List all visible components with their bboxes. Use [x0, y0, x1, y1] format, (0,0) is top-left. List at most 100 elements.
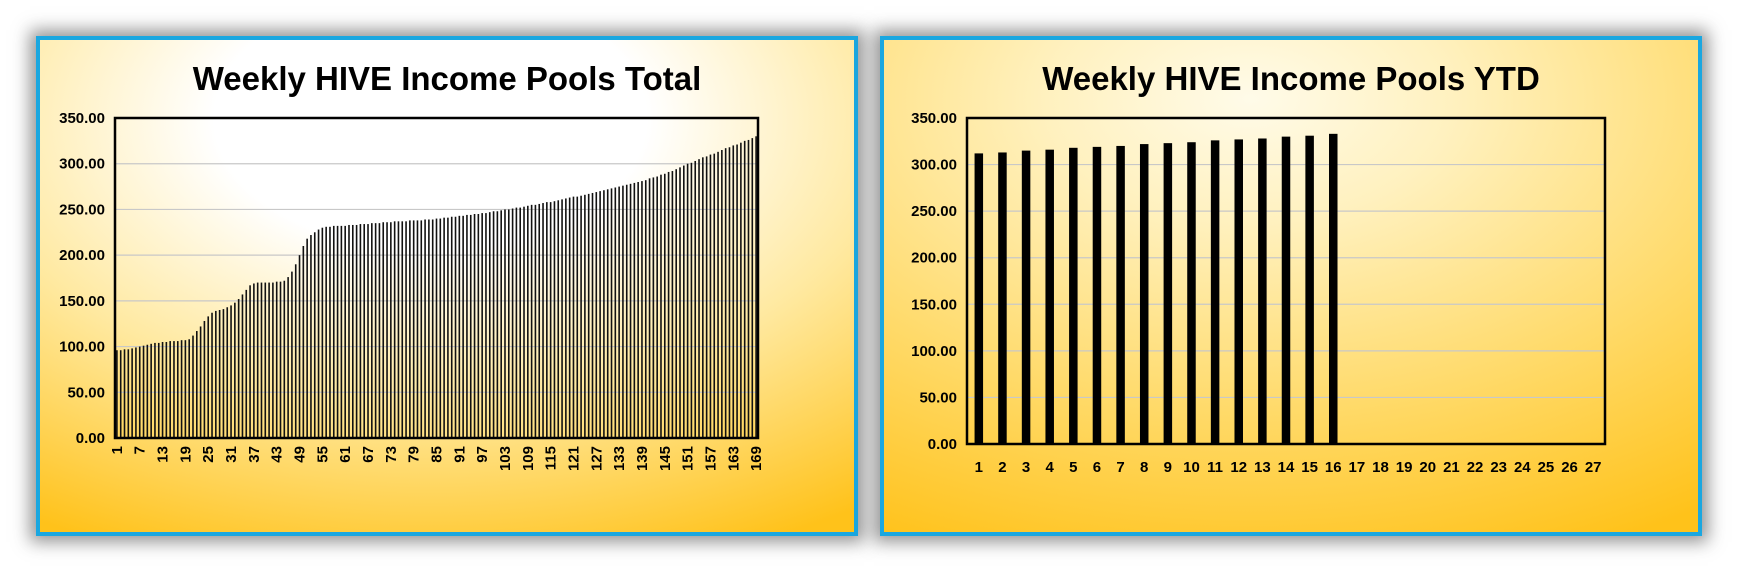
- bar: [1187, 142, 1196, 444]
- bar: [264, 282, 267, 438]
- x-tick-label: 97: [474, 446, 491, 463]
- x-tick-label: 49: [292, 446, 309, 463]
- x-tick-label: 5: [1069, 459, 1077, 476]
- bar: [1116, 145, 1125, 444]
- y-tick-label: 250.00: [911, 203, 957, 220]
- bar: [275, 281, 278, 438]
- bar: [157, 342, 160, 438]
- bar: [1329, 133, 1338, 444]
- bar: [1092, 146, 1102, 445]
- y-tick-label: 150.00: [59, 293, 105, 310]
- bar: [253, 283, 255, 438]
- y-tick-label: 0.00: [928, 436, 957, 453]
- bar: [488, 212, 491, 438]
- bar: [409, 220, 411, 438]
- bar: [401, 221, 404, 438]
- bar: [348, 224, 350, 438]
- x-tick-label: 109: [520, 446, 537, 471]
- bar: [546, 202, 548, 438]
- bar: [218, 310, 221, 438]
- bar: [511, 208, 514, 438]
- bar: [690, 162, 693, 439]
- y-tick-label: 350.00: [911, 110, 957, 127]
- x-tick-label: 10: [1183, 459, 1200, 476]
- bar: [325, 226, 327, 438]
- bar: [553, 201, 556, 438]
- bar: [321, 227, 324, 438]
- bar: [196, 331, 198, 438]
- x-tick-label: 31: [223, 446, 240, 463]
- bar: [1210, 140, 1220, 444]
- bar: [542, 203, 544, 438]
- bar: [485, 213, 487, 438]
- bar: [576, 196, 579, 438]
- y-tick-label: 50.00: [67, 384, 105, 401]
- bar: [732, 145, 735, 438]
- bar: [226, 307, 229, 438]
- bar: [466, 214, 468, 438]
- bar: [587, 193, 590, 438]
- bar: [721, 150, 723, 438]
- bar: [405, 221, 407, 438]
- x-tick-label: 1: [109, 446, 126, 454]
- bar: [378, 223, 381, 438]
- bar: [291, 271, 293, 438]
- x-tick-label: 12: [1230, 459, 1247, 476]
- chart-title: Weekly HIVE Income Pools Total: [193, 60, 702, 97]
- bar: [713, 153, 716, 438]
- bar: [507, 209, 510, 438]
- bar: [591, 192, 594, 438]
- bar: [211, 312, 213, 438]
- bar: [622, 185, 624, 438]
- bar: [679, 167, 681, 438]
- bar: [473, 214, 476, 438]
- x-tick-label: 22: [1467, 459, 1484, 476]
- x-tick-label: 17: [1349, 459, 1366, 476]
- x-tick-label: 23: [1490, 459, 1507, 476]
- bar: [119, 350, 122, 438]
- y-tick-label: 200.00: [911, 250, 957, 267]
- x-tick-label: 3: [1022, 459, 1030, 476]
- bar: [241, 294, 244, 438]
- bar: [618, 186, 620, 438]
- bar: [173, 341, 175, 438]
- bar: [519, 207, 522, 438]
- bar: [397, 221, 400, 438]
- bar: [743, 140, 746, 438]
- bar: [435, 218, 438, 438]
- bar: [154, 342, 156, 438]
- x-tick-label: 13: [1254, 459, 1271, 476]
- bar: [363, 224, 366, 438]
- y-tick-label: 100.00: [911, 343, 957, 360]
- bar: [580, 195, 582, 438]
- bar: [523, 206, 525, 438]
- bar: [313, 232, 316, 438]
- bar: [150, 343, 152, 438]
- bar: [1021, 150, 1031, 444]
- bar: [428, 219, 430, 438]
- bar: [694, 160, 697, 438]
- bar: [1045, 149, 1054, 444]
- x-tick-label: 25: [200, 446, 217, 463]
- x-tick-label: 55: [314, 446, 331, 463]
- x-tick-label: 115: [543, 446, 560, 470]
- bar: [260, 282, 263, 438]
- bar: [279, 281, 282, 438]
- y-tick-label: 150.00: [911, 296, 957, 313]
- bar: [606, 189, 609, 438]
- bar: [527, 205, 529, 438]
- x-tick-label: 2: [998, 459, 1006, 476]
- y-tick-label: 100.00: [59, 339, 105, 356]
- bar: [344, 225, 346, 438]
- bar: [717, 151, 719, 438]
- x-tick-label: 85: [429, 446, 446, 463]
- bar: [641, 181, 643, 439]
- bar: [530, 204, 533, 438]
- bar: [180, 340, 183, 438]
- bar: [199, 326, 202, 438]
- bar: [359, 224, 362, 438]
- bar: [138, 346, 141, 438]
- bar: [549, 202, 552, 438]
- bar: [736, 144, 738, 438]
- bar: [230, 305, 232, 438]
